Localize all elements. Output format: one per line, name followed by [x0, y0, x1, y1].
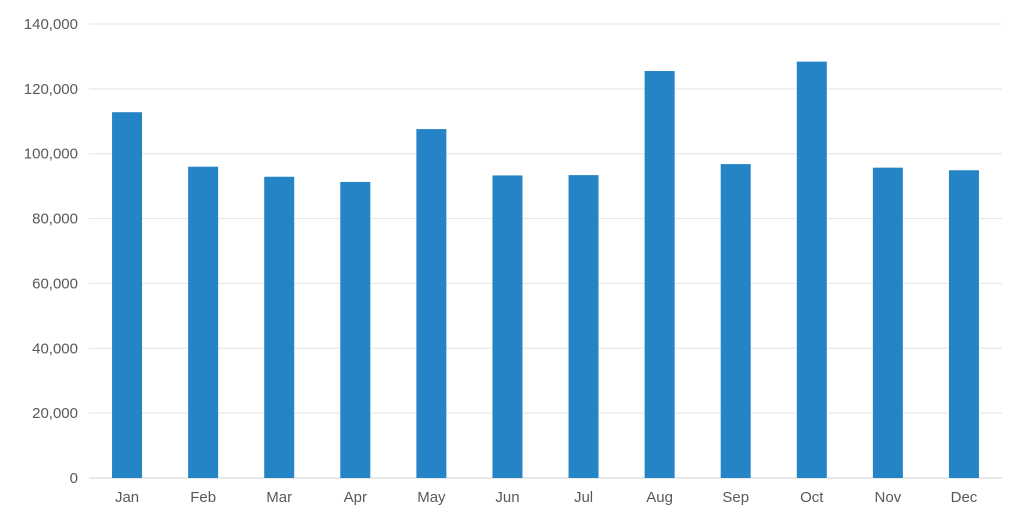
bar-jan — [112, 112, 143, 478]
bar-sep — [720, 164, 751, 478]
y-axis-ticks: 0 20,000 40,000 60,000 80,000 100,000 120,000 1… — [24, 16, 78, 487]
x-tick-label: Dec — [951, 489, 978, 506]
bars — [112, 61, 979, 479]
y-tick-label: 100,000 — [24, 146, 78, 163]
x-axis-ticks: Jan Feb Mar Apr May Jun Jul Aug Sep Oct Nov Dec — [115, 489, 978, 506]
bar-mar — [264, 176, 295, 478]
x-tick-label: Sep — [722, 489, 749, 506]
bar-aug — [644, 71, 675, 479]
y-tick-label: 80,000 — [32, 211, 78, 228]
x-tick-label: Apr — [344, 489, 367, 506]
gridlines — [89, 23, 1002, 479]
y-tick-label: 120,000 — [24, 81, 78, 98]
bar-nov — [872, 167, 903, 478]
y-tick-label: 40,000 — [32, 340, 78, 357]
bar-jun — [492, 175, 523, 479]
bar-jul — [568, 175, 599, 479]
x-tick-label: Jun — [495, 489, 519, 506]
x-tick-label: Jul — [574, 489, 593, 506]
y-tick-label: 140,000 — [24, 16, 78, 33]
bar-dec — [948, 170, 979, 478]
bar-apr — [340, 181, 371, 479]
bar-feb — [188, 166, 219, 478]
y-tick-label: 60,000 — [32, 275, 78, 292]
y-tick-label: 20,000 — [32, 405, 78, 422]
x-tick-label: May — [417, 489, 446, 506]
bar-oct — [796, 61, 827, 479]
x-tick-label: Nov — [875, 489, 902, 506]
y-tick-label: 0 — [70, 470, 78, 487]
x-tick-label: Mar — [266, 489, 292, 506]
x-tick-label: Jan — [115, 489, 139, 506]
x-tick-label: Feb — [190, 489, 216, 506]
x-tick-label: Oct — [800, 489, 824, 506]
x-tick-label: Aug — [646, 489, 673, 506]
bar-may — [416, 129, 447, 478]
